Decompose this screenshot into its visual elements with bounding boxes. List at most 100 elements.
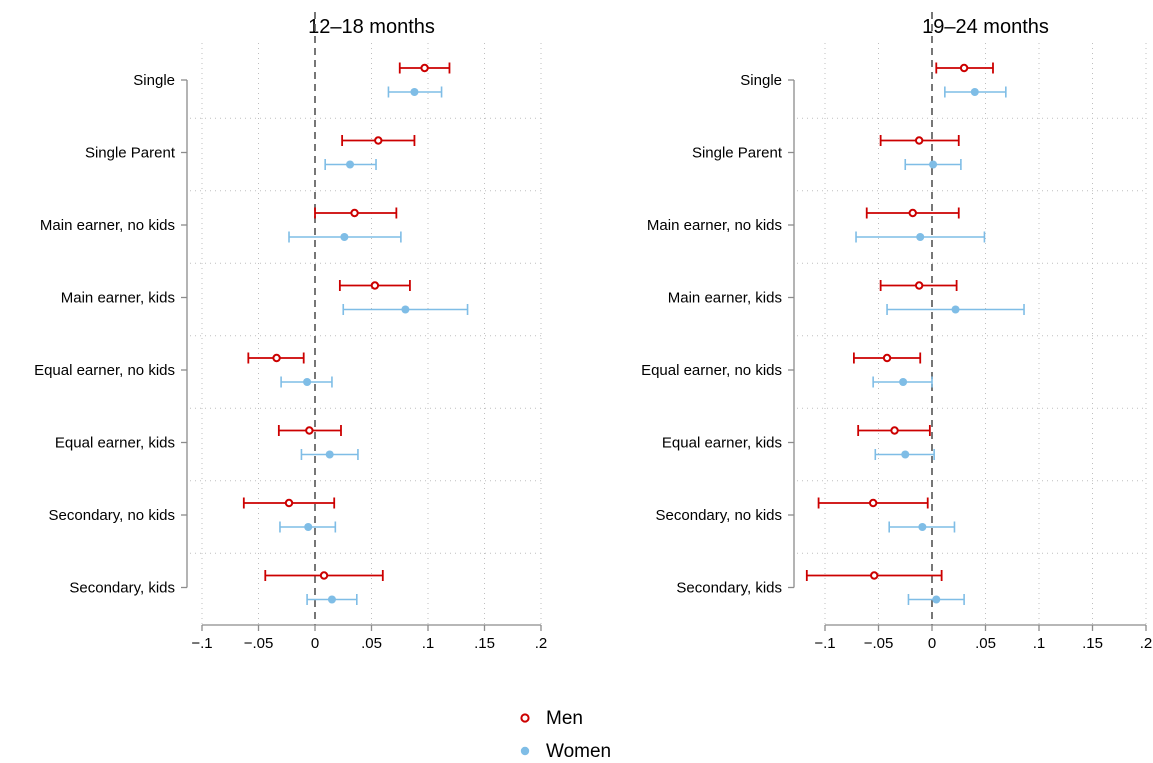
estimate-marker-women [918, 523, 927, 531]
point-men-main-earner-no-kids [314, 207, 398, 219]
point-women-equal-earner-no-kids [872, 376, 933, 388]
point-men-secondary-no-kids [817, 497, 929, 509]
x-tick-label: 0 [928, 635, 936, 652]
category-label-single-parent: Single Parent [85, 144, 176, 161]
category-label-single: Single [133, 72, 175, 89]
point-men-equal-earner-kids [857, 425, 931, 436]
panel-title: 19–24 months [922, 16, 1049, 38]
estimate-marker-women [340, 233, 349, 241]
estimate-marker-women [346, 160, 355, 169]
estimate-marker-men [319, 571, 329, 580]
point-women-single-parent [324, 159, 377, 170]
x-tick-label: −.1 [191, 635, 212, 652]
point-men-main-earner-no-kids [865, 207, 960, 219]
estimate-marker-women [901, 450, 910, 459]
x-tick-label: .1 [1033, 635, 1046, 652]
estimate-marker-men [882, 353, 892, 363]
estimate-marker-men [870, 571, 879, 580]
point-men-single [935, 62, 994, 74]
point-men-single-parent [879, 135, 960, 146]
category-label-equal-earner-no-kids: Equal earner, no kids [641, 362, 782, 379]
estimate-marker-men [284, 498, 294, 508]
point-women-main-earner-kids [886, 304, 1025, 315]
x-tick-label: −.1 [814, 635, 835, 652]
point-men-main-earner-kids [879, 280, 958, 291]
category-label-secondary-kids: Secondary, kids [676, 579, 782, 596]
panel-19-24-months: 19–24 months −.1 −.05 0 .05 .1 .15 .2 Single Sing… [641, 12, 1152, 652]
point-men-single-parent [341, 135, 416, 146]
legend-item-men: Men [520, 708, 583, 729]
panel-12-18-months: 12–18 months −.1 −.05 0 .05 .1 .15 .2 Single Sing… [34, 12, 547, 652]
point-women-main-earner-kids [342, 304, 469, 315]
estimate-marker-women [401, 305, 410, 314]
x-tick-label: .2 [1140, 635, 1153, 652]
estimate-marker-women [303, 378, 312, 386]
estimate-marker-women [951, 305, 960, 314]
category-label-equal-earner-kids: Equal earner, kids [662, 434, 782, 451]
legend-marker-men [520, 713, 530, 723]
panel-title: 12–18 months [308, 16, 435, 38]
point-men-secondary-kids [805, 570, 943, 581]
estimate-marker-women [916, 233, 925, 241]
x-tick-label: .2 [535, 635, 548, 652]
category-label-equal-earner-kids: Equal earner, kids [55, 434, 175, 451]
estimate-marker-men [420, 63, 429, 73]
estimate-marker-men [908, 208, 917, 218]
category-label-secondary-kids: Secondary, kids [69, 579, 175, 596]
category-label-main-earner-kids: Main earner, kids [61, 289, 175, 306]
x-tick-label: .15 [1082, 635, 1103, 652]
estimate-marker-women [410, 88, 419, 96]
point-women-secondary-no-kids [888, 521, 956, 533]
point-women-single [387, 86, 443, 98]
estimate-marker-women [304, 523, 313, 531]
point-women-main-earner-no-kids [855, 231, 986, 243]
point-women-single [944, 86, 1007, 98]
point-men-secondary-no-kids [242, 497, 336, 509]
category-label-secondary-no-kids: Secondary, no kids [49, 507, 175, 524]
estimate-marker-men [370, 281, 380, 290]
point-men-equal-earner-kids [277, 425, 342, 436]
estimate-marker-men [305, 426, 314, 435]
estimate-marker-women [970, 88, 979, 96]
estimate-marker-men [914, 136, 924, 145]
legend-marker-women [520, 746, 530, 756]
legend-label-men: Men [546, 708, 583, 729]
category-label-single: Single [740, 72, 782, 89]
estimate-marker-women [325, 450, 334, 459]
point-men-single [398, 62, 451, 74]
point-men-equal-earner-no-kids [852, 352, 922, 364]
estimate-marker-women [932, 595, 941, 604]
x-tick-label: −.05 [244, 635, 274, 652]
estimate-marker-men [272, 353, 281, 363]
legend-item-women: Women [520, 741, 611, 762]
point-women-equal-earner-kids [300, 449, 359, 460]
point-women-secondary-no-kids [279, 521, 337, 533]
estimate-marker-women [899, 378, 908, 386]
x-tick-label: .05 [975, 635, 996, 652]
estimate-marker-men [374, 136, 383, 145]
point-men-secondary-kids [264, 570, 384, 581]
x-tick-label: .1 [422, 635, 435, 652]
estimate-marker-men [350, 208, 359, 218]
point-men-main-earner-kids [338, 280, 411, 291]
point-women-secondary-kids [306, 594, 358, 605]
category-label-secondary-no-kids: Secondary, no kids [656, 507, 782, 524]
category-label-single-parent: Single Parent [692, 144, 783, 161]
x-tick-label: .15 [474, 635, 495, 652]
category-label-main-earner-kids: Main earner, kids [668, 289, 782, 306]
point-women-equal-earner-kids [874, 449, 935, 460]
point-women-main-earner-no-kids [288, 231, 402, 243]
point-women-equal-earner-no-kids [280, 376, 333, 388]
category-label-main-earner-no-kids: Main earner, no kids [40, 217, 175, 234]
legend-label-women: Women [546, 741, 611, 762]
estimate-marker-men [890, 426, 899, 435]
point-women-single-parent [904, 159, 962, 170]
category-label-main-earner-no-kids: Main earner, no kids [647, 217, 782, 234]
x-tick-label: −.05 [864, 635, 894, 652]
x-tick-label: 0 [311, 635, 319, 652]
estimate-marker-women [929, 160, 938, 169]
estimate-marker-men [868, 498, 878, 508]
estimate-marker-women [327, 595, 336, 604]
point-women-secondary-kids [907, 594, 965, 605]
